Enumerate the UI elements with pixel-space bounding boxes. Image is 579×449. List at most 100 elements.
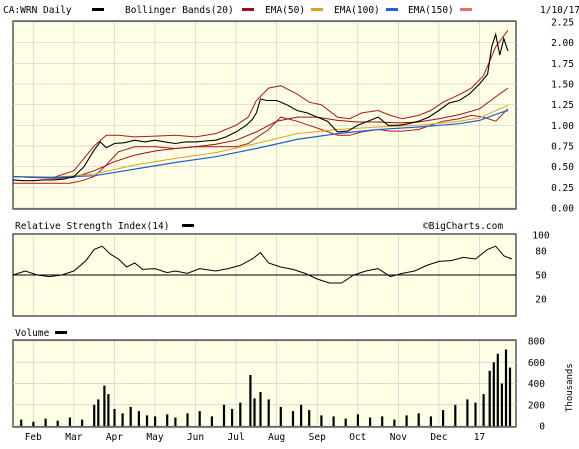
- volume-bar: [308, 410, 311, 426]
- legend-ema150: EMA(150): [408, 5, 454, 16]
- price-line: [12, 32, 509, 182]
- volume-bar: [154, 416, 157, 426]
- legend-ema150-swatch: [460, 8, 472, 11]
- volume-bar: [381, 416, 384, 426]
- volume-unit-label: Thousands: [565, 363, 575, 412]
- legend-ema50: EMA(50): [265, 5, 305, 16]
- volume-bar: [249, 375, 252, 426]
- rsi-y-tick-0: 100: [532, 231, 549, 242]
- price-panel: [12, 20, 517, 210]
- price-y-tick-0: 2.25: [551, 18, 574, 29]
- volume-bar: [113, 409, 116, 426]
- volume-bar: [97, 399, 100, 426]
- price-y-tick-5: 1.00: [551, 121, 574, 132]
- volume-bar: [20, 419, 23, 426]
- x-tick-label-dec: Dec: [430, 432, 447, 443]
- volume-y-tick-3: 200: [528, 400, 545, 411]
- volume-y-tick-4: 0: [539, 422, 545, 433]
- legend-ema50-swatch: [311, 8, 323, 11]
- price-y-tick-3: 1.50: [551, 80, 574, 91]
- price-y-tick-9: 0.00: [551, 204, 574, 215]
- price-y-tick-8: 0.25: [551, 183, 574, 194]
- x-tick-label-may: May: [146, 432, 163, 443]
- rsi-title: Relative Strength Index(14): [15, 221, 169, 232]
- volume-bar: [442, 410, 445, 426]
- volume-bar: [405, 415, 408, 426]
- volume-bar: [474, 402, 477, 426]
- volume-bar: [504, 349, 508, 426]
- price-y-tick-4: 1.25: [551, 100, 574, 111]
- price-y-tick-1: 2.00: [551, 38, 574, 49]
- legend-bollinger-swatch: [242, 8, 254, 11]
- volume-bar: [356, 414, 359, 426]
- rsi-line: [12, 245, 513, 284]
- volume-bar: [300, 404, 303, 427]
- volume-bar: [137, 411, 140, 426]
- price-y-tick-2: 1.75: [551, 59, 574, 70]
- volume-bar: [103, 385, 106, 426]
- volume-bar: [81, 419, 84, 426]
- volume-bar: [121, 413, 124, 427]
- x-tick-label-17: 17: [474, 432, 485, 443]
- rsi-y-tick-2: 50: [535, 271, 547, 282]
- watermark: ©BigCharts.com: [423, 221, 503, 232]
- x-tick-label-sep: Sep: [309, 432, 326, 443]
- bollinger-upper-line: [12, 30, 509, 178]
- x-tick-label-jun: Jun: [187, 432, 204, 443]
- volume-y-tick-2: 400: [528, 379, 545, 390]
- volume-bar: [231, 409, 234, 426]
- volume-bar: [107, 394, 110, 426]
- volume-bar: [454, 404, 457, 427]
- volume-title-swatch: [55, 331, 67, 334]
- volume-bar: [210, 416, 213, 426]
- legend-bollinger: Bollinger Bands(20): [125, 5, 234, 16]
- volume-bar: [186, 413, 189, 427]
- tick-layer: Feb Mar Apr May Jun Jul Aug Sep Oct Nov Dec 17 2.25 2…: [25, 18, 575, 444]
- x-tick-label-aug: Aug: [268, 432, 285, 443]
- volume-bar: [496, 353, 499, 427]
- volume-bar: [393, 419, 396, 426]
- volume-bar: [253, 398, 256, 426]
- x-tick-label-oct: Oct: [349, 432, 366, 443]
- volume-bar: [291, 411, 295, 426]
- volume-bar: [344, 418, 347, 426]
- volume-bar: [417, 413, 420, 427]
- volume-bar: [482, 394, 485, 426]
- x-tick-label-jul: Jul: [228, 432, 245, 443]
- volume-bar: [166, 414, 169, 426]
- volume-bar: [145, 415, 149, 426]
- volume-bar: [279, 406, 282, 426]
- price-y-tick-6: 0.75: [551, 142, 574, 153]
- volume-bar: [68, 417, 71, 426]
- x-tick-label-apr: Apr: [106, 432, 123, 443]
- volume-bar: [44, 418, 47, 426]
- ema50-line: [12, 87, 509, 179]
- volume-bar: [129, 406, 132, 426]
- volume-bar: [369, 417, 372, 426]
- volume-bar: [222, 404, 226, 427]
- ema150-line: [12, 109, 509, 179]
- volume-title: Volume: [15, 328, 50, 339]
- volume-bar: [508, 367, 512, 426]
- volume-bar: [56, 420, 59, 426]
- legend-symbol-swatch: [92, 8, 104, 11]
- x-tick-label-feb: Feb: [25, 432, 42, 443]
- legend-ema100-swatch: [386, 8, 398, 11]
- volume-bar: [32, 421, 35, 427]
- rsi-title-swatch: [182, 224, 194, 227]
- volume-bar: [198, 411, 201, 426]
- volume-bar: [267, 399, 270, 426]
- volume-bar: [259, 392, 262, 426]
- x-tick-label-nov: Nov: [390, 432, 407, 443]
- volume-bar: [174, 417, 177, 426]
- volume-y-tick-0: 800: [528, 337, 545, 348]
- volume-bar: [332, 416, 335, 426]
- rsi-y-tick-3: 20: [535, 295, 547, 306]
- volume-bar: [239, 402, 242, 426]
- price-y-tick-7: 0.50: [551, 162, 574, 173]
- legend-symbol: CA:WRN Daily: [3, 5, 72, 16]
- ema100-line: [12, 105, 509, 178]
- legend-ema100: EMA(100): [334, 5, 380, 16]
